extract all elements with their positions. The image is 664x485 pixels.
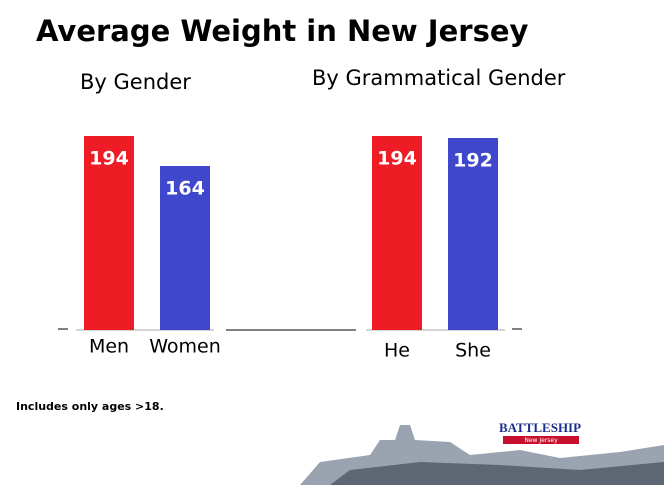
logo: BATTLESHIP New Jersey: [499, 420, 581, 444]
logo-band: [503, 436, 579, 444]
value-label: 164: [165, 178, 205, 200]
footnote: Includes only ages >18.: [16, 400, 164, 413]
value-label: 192: [453, 150, 493, 172]
x-tick-label: He: [384, 340, 410, 362]
bar: [448, 138, 498, 330]
value-label: 194: [377, 148, 417, 170]
bar: [160, 166, 210, 330]
x-tick-label: Women: [149, 336, 221, 358]
value-label: 194: [89, 148, 129, 170]
bar: [372, 136, 422, 330]
page-title: Average Weight in New Jersey: [36, 14, 529, 48]
logo-tagline: New Jersey: [524, 437, 558, 444]
x-tick-label: She: [455, 340, 491, 362]
x-tick-label: Men: [89, 336, 129, 358]
ship-image: [300, 425, 664, 485]
chart-title: By Gender: [80, 70, 191, 94]
chart-title: By Grammatical Gender: [312, 66, 566, 90]
bar: [84, 136, 134, 330]
logo-name: BATTLESHIP: [499, 420, 581, 435]
